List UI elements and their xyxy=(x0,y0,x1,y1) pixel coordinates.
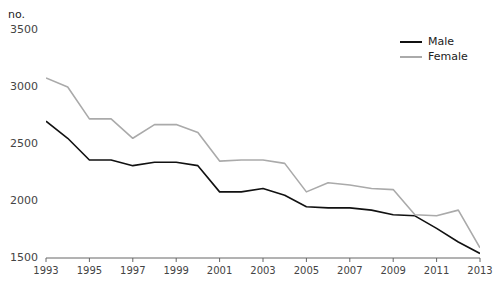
legend-label: Male xyxy=(428,35,454,48)
y-tick-label: 2500 xyxy=(10,137,38,150)
chart-svg: 1500 2000 2500 3000 3500 1993 1995 1997 1999 2001… xyxy=(0,0,496,284)
x-tick-label: 2007 xyxy=(337,265,362,276)
x-tick-label: 2005 xyxy=(294,265,319,276)
chart-container: 1500 2000 2500 3000 3500 1993 1995 1997 1999 2001… xyxy=(0,0,496,284)
x-tick-label: 2013 xyxy=(467,265,492,276)
x-tick xyxy=(89,258,90,262)
legend: Male Female xyxy=(400,35,468,63)
x-tick-label: 2011 xyxy=(424,265,449,276)
series-line xyxy=(46,121,480,253)
y-tick-label: 1500 xyxy=(10,251,38,264)
x-tick xyxy=(46,258,47,262)
x-tick-label: 2009 xyxy=(380,265,405,276)
x-tick-label: 2003 xyxy=(250,265,275,276)
x-tick-label: 1997 xyxy=(120,265,145,276)
y-tick-label: 3500 xyxy=(10,23,38,36)
x-tick xyxy=(393,258,394,262)
y-axis-label: no. xyxy=(8,8,25,21)
y-tick-label: 2000 xyxy=(10,194,38,207)
x-tick xyxy=(176,258,177,262)
x-tick xyxy=(219,258,220,262)
x-tick-label: 1995 xyxy=(77,265,102,276)
x-tick xyxy=(436,258,437,262)
series-line xyxy=(46,78,480,248)
x-tick xyxy=(263,258,264,262)
plot-area xyxy=(46,78,480,254)
legend-label: Female xyxy=(428,50,468,63)
x-tick-label: 1993 xyxy=(33,265,58,276)
x-tick xyxy=(480,258,481,262)
x-tick-label: 1999 xyxy=(163,265,188,276)
y-tick-label: 3000 xyxy=(10,80,38,93)
legend-swatch xyxy=(400,56,422,58)
legend-swatch xyxy=(400,41,422,43)
x-tick xyxy=(349,258,350,262)
x-tick-label: 2001 xyxy=(207,265,232,276)
x-tick xyxy=(132,258,133,262)
x-tick xyxy=(306,258,307,262)
